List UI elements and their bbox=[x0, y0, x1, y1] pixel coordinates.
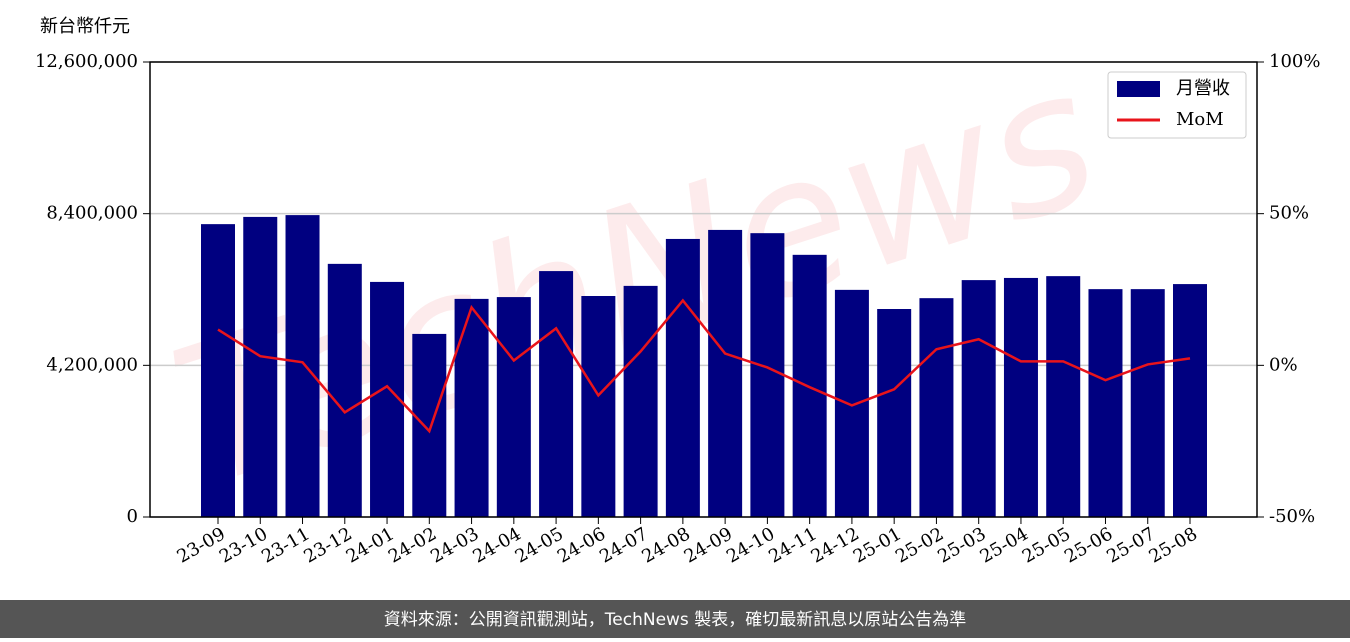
legend-label: MoM bbox=[1176, 109, 1224, 130]
bar bbox=[919, 298, 954, 517]
y-axis-label: 新台幣仟元 bbox=[40, 16, 130, 37]
line bbox=[217, 298, 1191, 434]
bar bbox=[1046, 276, 1081, 517]
bar bbox=[623, 285, 658, 517]
bar bbox=[412, 333, 447, 517]
bar bbox=[961, 280, 996, 517]
bar bbox=[877, 309, 912, 517]
bar bbox=[665, 238, 700, 517]
legend: 月營收 MoM bbox=[1107, 71, 1247, 139]
bar bbox=[201, 224, 235, 517]
y-tick-label: 12,600,000 bbox=[35, 51, 138, 72]
bar bbox=[539, 271, 574, 517]
bar bbox=[327, 263, 362, 517]
bar bbox=[1130, 289, 1165, 517]
bar bbox=[1173, 284, 1207, 517]
y-tick-label: 4,200,000 bbox=[46, 354, 138, 375]
bar bbox=[496, 297, 531, 517]
footer: 資料來源：公開資訊觀測站，TechNews 製表，確切最新訊息以原站公告為準 bbox=[384, 610, 966, 630]
y2-tick-label: 100% bbox=[1269, 51, 1320, 72]
y-tick-label: 8,400,000 bbox=[46, 203, 138, 224]
bar bbox=[1088, 289, 1123, 517]
bar bbox=[1003, 277, 1038, 517]
legend-swatch bbox=[1117, 81, 1160, 97]
y2-tick-label: 50% bbox=[1269, 203, 1309, 224]
bar bbox=[834, 289, 869, 517]
bar bbox=[581, 296, 616, 517]
bar bbox=[454, 298, 489, 517]
bar bbox=[243, 216, 278, 517]
footer-band bbox=[0, 600, 1350, 638]
x-tick-label: 25-08 bbox=[1146, 523, 1201, 567]
bar bbox=[750, 233, 785, 517]
bar bbox=[285, 215, 320, 517]
y-tick-label: 0 bbox=[127, 506, 138, 527]
y2-tick-label: 0% bbox=[1269, 354, 1298, 375]
y2-tick-label: -50% bbox=[1269, 506, 1315, 527]
legend-label: 月營收 bbox=[1176, 78, 1230, 99]
plot-frame bbox=[149, 61, 1258, 518]
bar bbox=[708, 229, 743, 517]
